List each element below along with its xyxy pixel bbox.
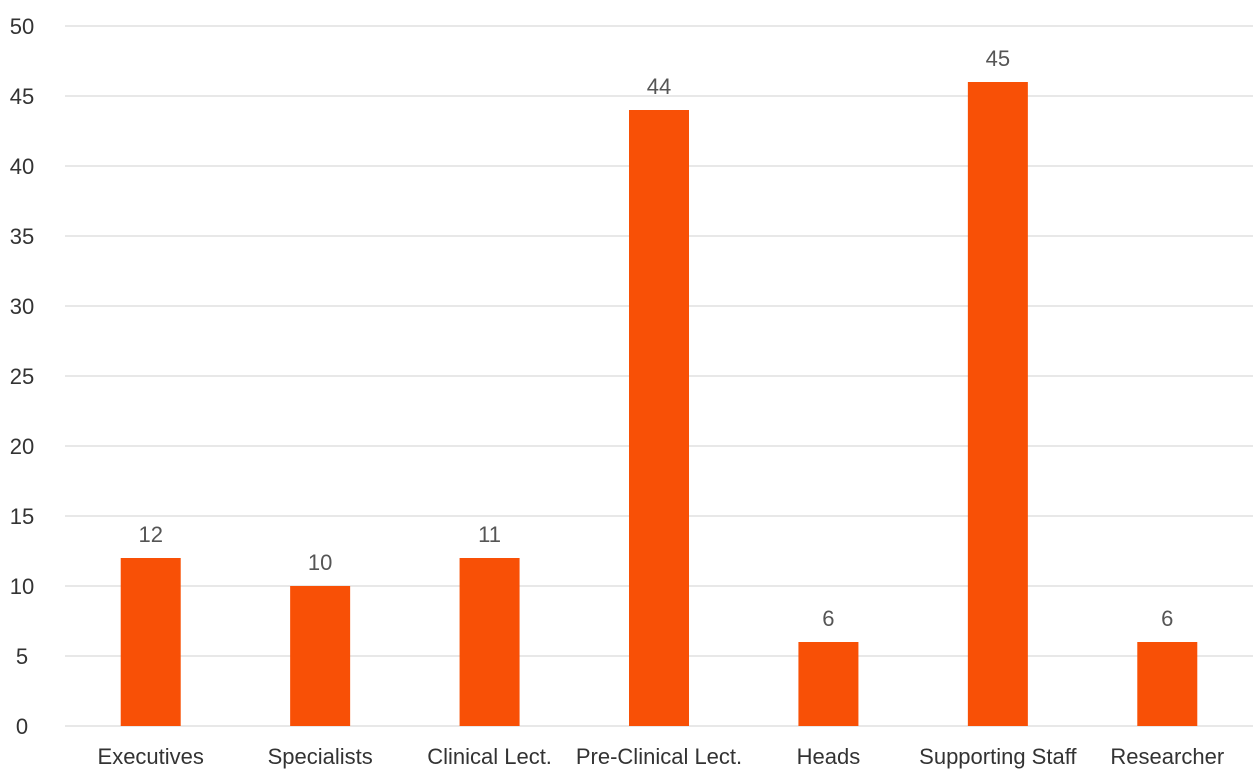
- bar-clinical-lect: [459, 558, 520, 726]
- data-label: 44: [647, 74, 671, 99]
- data-label: 12: [138, 522, 162, 547]
- bar-executives: [120, 558, 181, 726]
- y-axis-tick-labels: 0 5 10 15 20 25 30 35 40 45 50: [10, 14, 34, 739]
- y-tick-label: 30: [10, 294, 34, 319]
- data-label: 45: [986, 46, 1010, 71]
- y-tick-label: 5: [16, 644, 28, 669]
- x-axis-category-labels: Executives Specialists Clinical Lect. Pre-C…: [98, 744, 1225, 769]
- y-tick-label: 40: [10, 154, 34, 179]
- bar-specialists: [290, 586, 351, 726]
- bar-heads: [798, 642, 859, 726]
- data-label: 6: [822, 606, 834, 631]
- y-tick-label: 45: [10, 84, 34, 109]
- x-category-label: Clinical Lect.: [427, 744, 552, 769]
- data-label: 10: [308, 550, 332, 575]
- bar-supporting-staff: [967, 82, 1028, 726]
- data-label: 11: [478, 522, 501, 547]
- y-tick-label: 20: [10, 434, 34, 459]
- y-tick-label: 35: [10, 224, 34, 249]
- x-category-label: Executives: [98, 744, 204, 769]
- x-category-label: Supporting Staff: [919, 744, 1077, 769]
- x-category-label: Pre-Clinical Lect.: [576, 744, 742, 769]
- data-label: 6: [1161, 606, 1173, 631]
- data-labels: 12 10 11 44 6 45 6: [138, 46, 1173, 631]
- y-tick-label: 10: [10, 574, 34, 599]
- x-category-label: Researcher: [1110, 744, 1224, 769]
- x-category-label: Specialists: [268, 744, 373, 769]
- y-tick-label: 0: [16, 714, 28, 739]
- y-tick-label: 15: [10, 504, 34, 529]
- bar-pre-clinical-lect: [629, 110, 689, 726]
- x-category-label: Heads: [797, 744, 861, 769]
- bar-researcher: [1137, 642, 1198, 726]
- y-tick-label: 25: [10, 364, 34, 389]
- bars: [120, 82, 1198, 726]
- y-tick-label: 50: [10, 14, 34, 39]
